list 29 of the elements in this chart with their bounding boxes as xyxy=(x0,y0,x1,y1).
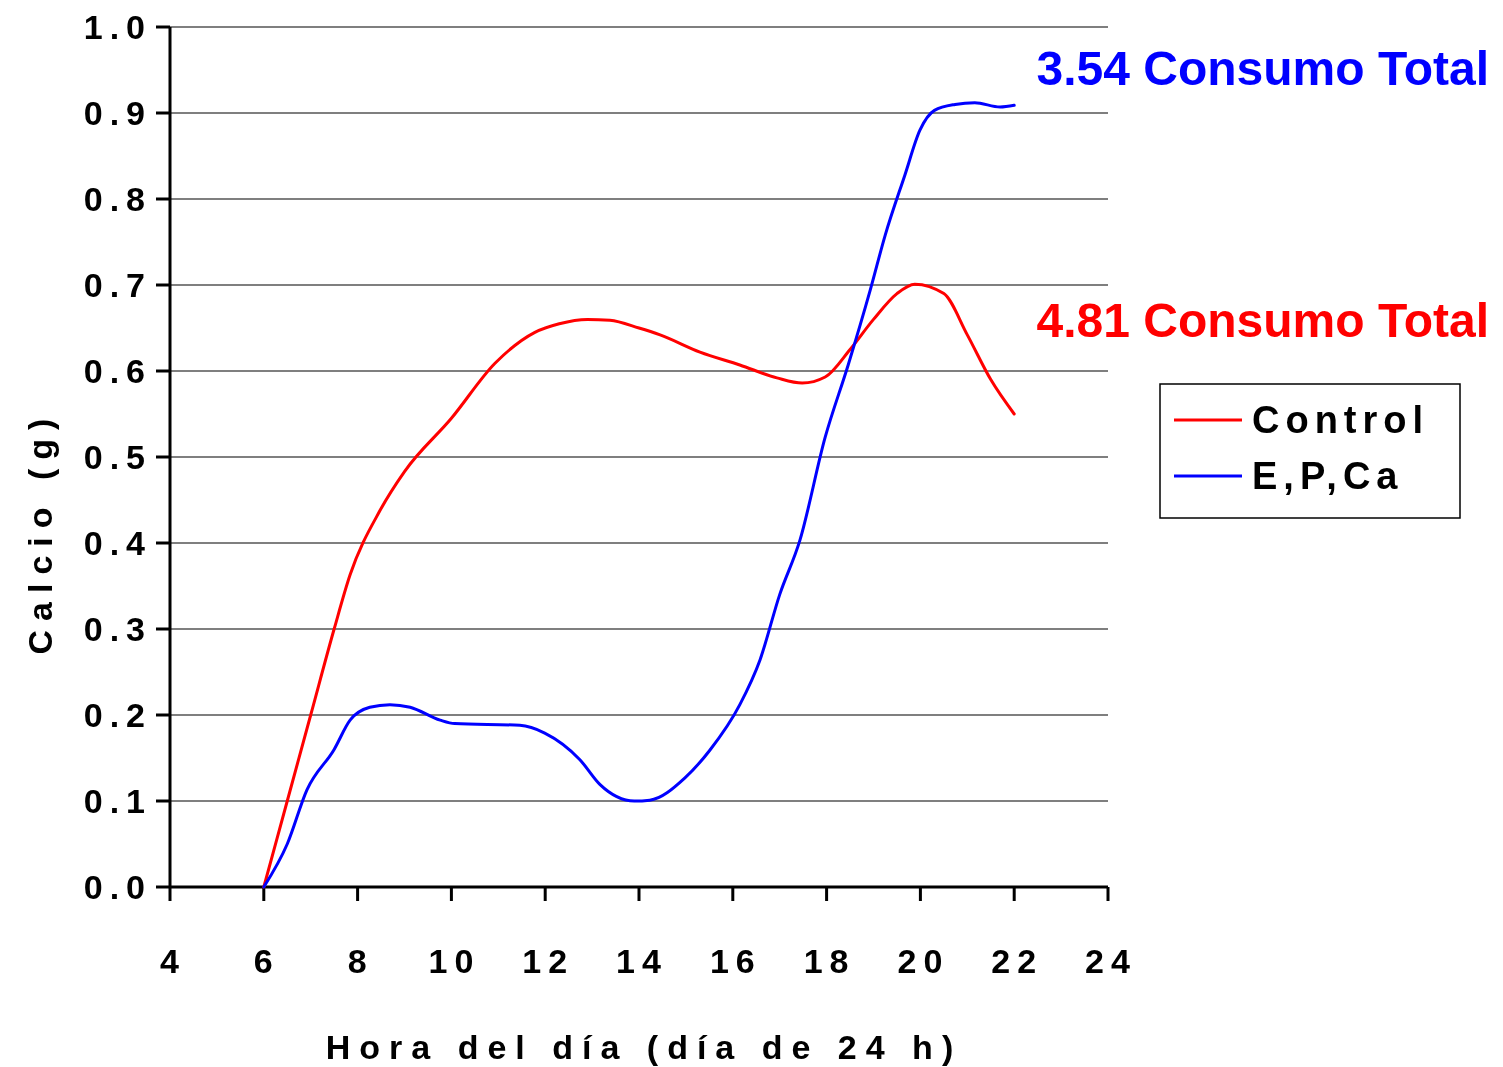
line-series xyxy=(262,101,1016,889)
annotation: 3.54 Consumo Total xyxy=(1036,41,1489,95)
y-tick-label: 1.0 xyxy=(83,7,152,46)
x-tick-label: 4 xyxy=(160,942,186,980)
annotation: 4.81 Consumo Total xyxy=(1036,293,1489,347)
x-axis-title: Hora del día (día de 24 h) xyxy=(325,1028,963,1066)
y-tick-label: 0.5 xyxy=(83,437,152,476)
legend-label: E,P,Ca xyxy=(1252,455,1404,498)
x-tick-label: 12 xyxy=(522,942,575,980)
y-tick-label: 0.9 xyxy=(83,93,152,132)
y-tick-label: 0.8 xyxy=(83,179,152,218)
x-tick-label: 14 xyxy=(616,942,668,980)
x-tick-label: 20 xyxy=(897,942,950,980)
y-tick-label: 0.3 xyxy=(83,609,152,648)
x-tick-label: 10 xyxy=(428,942,481,980)
x-tick-label: 16 xyxy=(709,942,762,980)
x-tick-label: 6 xyxy=(253,942,280,980)
y-tick-label: 0.7 xyxy=(83,265,152,304)
legend-label: Control xyxy=(1252,399,1430,442)
x-tick-label: 22 xyxy=(991,942,1044,980)
y-tick-label: 0.4 xyxy=(83,523,152,562)
x-tick-label: 18 xyxy=(803,942,856,980)
y-tick-label: 0.6 xyxy=(83,351,152,390)
y-axis-title: Calcio (g) xyxy=(21,409,59,655)
y-tick-label: 0.1 xyxy=(83,781,152,820)
y-tick-label: 0.0 xyxy=(83,867,152,906)
y-tick-label: 0.2 xyxy=(83,695,152,734)
x-tick-label: 24 xyxy=(1085,942,1137,980)
x-tick-label: 8 xyxy=(347,942,374,980)
